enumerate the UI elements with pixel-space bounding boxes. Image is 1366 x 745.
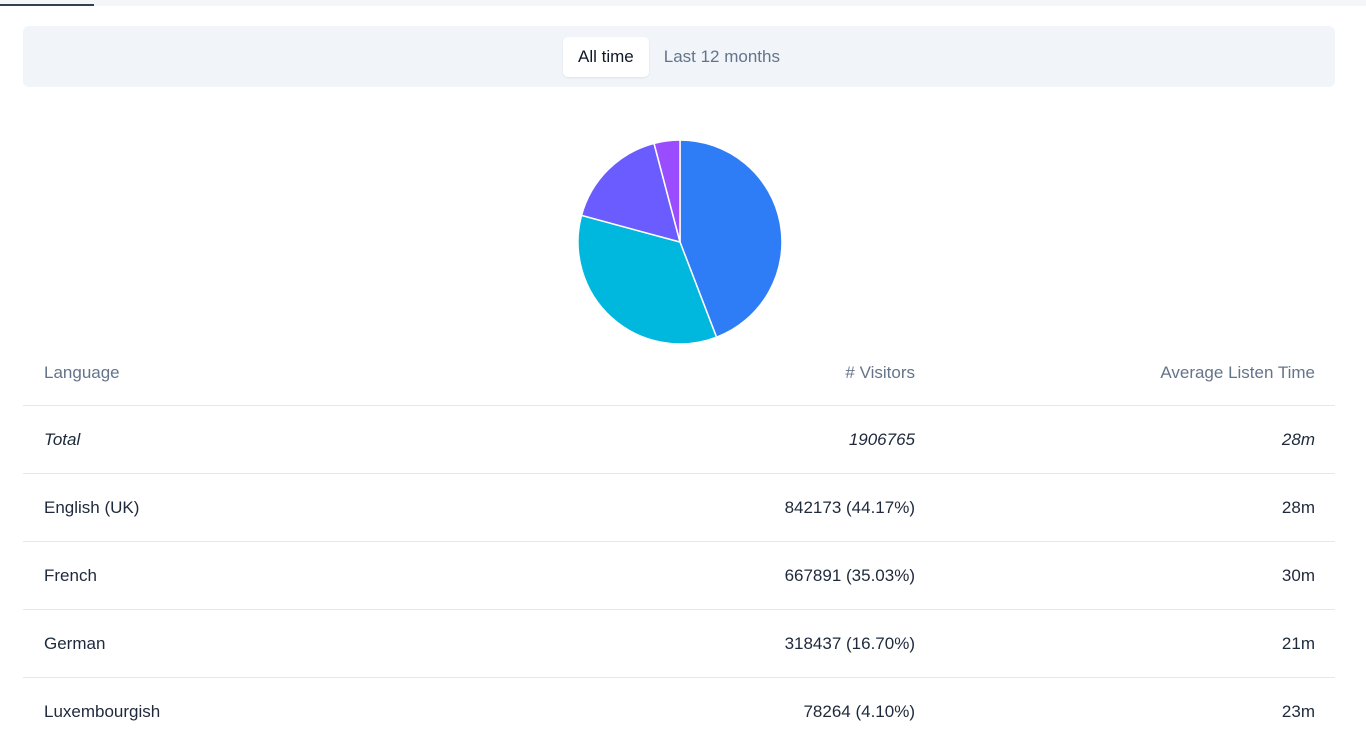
last-12-months-button[interactable]: Last 12 months — [663, 46, 780, 66]
row-visitors: 842173 (44.17%) — [784, 497, 915, 517]
pie-slice-french — [577, 214, 718, 345]
all-time-button[interactable]: All time — [563, 36, 649, 77]
time-range-segmented-control: All time Last 12 months — [563, 36, 795, 77]
header-visitors: # Visitors — [845, 362, 915, 382]
pie-slice-german — [580, 142, 682, 244]
total-visitors: 1906765 — [848, 429, 915, 449]
pie-slice-english-uk — [679, 139, 783, 339]
table-row: English (UK) 842173 (44.17%) 28m — [23, 474, 1335, 542]
row-visitors: 318437 (16.70%) — [784, 633, 915, 653]
table-row: German 318437 (16.70%) 21m — [23, 610, 1335, 678]
table-row: French 667891 (35.03%) 30m — [23, 542, 1335, 610]
pie-slice-luxembourgish — [653, 139, 681, 243]
table-row-total: Total 1906765 28m — [23, 406, 1335, 474]
row-average-listen-time: 23m — [1281, 701, 1315, 721]
language-pie-chart — [575, 137, 785, 347]
row-language: Luxembourgish — [44, 701, 161, 721]
language-table: Language # Visitors Average Listen Time … — [23, 340, 1335, 745]
top-bar — [0, 0, 1366, 6]
table-row: Luxembourgish 78264 (4.10%) 23m — [23, 678, 1335, 745]
row-language: French — [44, 565, 97, 585]
header-average-listen-time: Average Listen Time — [1160, 362, 1315, 382]
total-label: Total — [44, 429, 81, 449]
row-visitors: 78264 (4.10%) — [803, 701, 915, 721]
row-visitors: 667891 (35.03%) — [784, 565, 915, 585]
total-average-listen-time: 28m — [1281, 429, 1315, 449]
row-average-listen-time: 21m — [1281, 633, 1315, 653]
pie-chart-svg — [577, 139, 783, 345]
active-tab-indicator — [0, 4, 94, 6]
row-average-listen-time: 30m — [1281, 565, 1315, 585]
row-language: English (UK) — [44, 497, 140, 517]
row-average-listen-time: 28m — [1281, 497, 1315, 517]
row-language: German — [44, 633, 106, 653]
table-header-row: Language # Visitors Average Listen Time — [23, 340, 1335, 406]
time-range-filter: All time Last 12 months — [23, 26, 1335, 87]
header-language: Language — [44, 362, 120, 382]
